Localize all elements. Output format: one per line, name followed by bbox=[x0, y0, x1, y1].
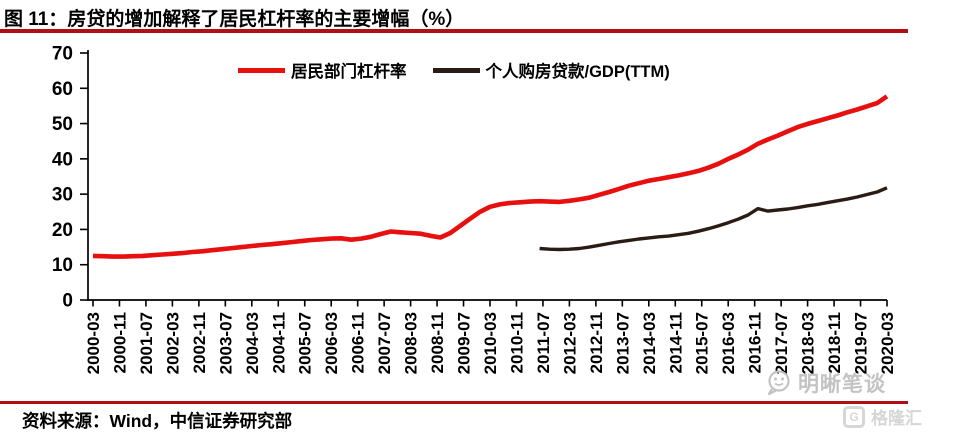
x-axis-label: 2014-11 bbox=[666, 312, 685, 373]
x-axis-label: 2020-03 bbox=[878, 312, 897, 374]
x-axis-label: 2016-11 bbox=[746, 312, 765, 373]
x-axis-label: 2009-07 bbox=[455, 312, 474, 374]
x-axis-label: 2018-11 bbox=[825, 312, 844, 373]
footer-rule bbox=[0, 401, 908, 404]
source-note: 资料来源：Wind，中信证券研究部 bbox=[22, 411, 293, 431]
x-axis-label: 2000-03 bbox=[84, 312, 103, 374]
y-axis-label: 60 bbox=[52, 79, 73, 100]
x-axis-label: 2007-07 bbox=[375, 312, 394, 374]
chart-legend: 居民部门杠杆率 个人购房贷款/GDP(TTM) bbox=[238, 58, 670, 82]
x-axis-label: 2011-07 bbox=[534, 312, 553, 373]
x-axis-label: 2017-07 bbox=[772, 312, 791, 374]
y-axis-label: 50 bbox=[52, 114, 73, 135]
x-axis-label: 2012-03 bbox=[560, 312, 579, 374]
brand-logo: G 格隆汇 bbox=[843, 404, 922, 429]
figure-title: 图 11：房贷的增加解释了居民杠杆率的主要增幅（%） bbox=[4, 9, 465, 30]
legend-swatch-red-line bbox=[238, 67, 285, 73]
y-axis-label: 30 bbox=[52, 185, 73, 206]
legend-item-household-leverage: 居民部门杠杆率 bbox=[238, 58, 407, 82]
y-axis-label: 0 bbox=[62, 291, 73, 312]
x-axis-label: 2002-03 bbox=[163, 312, 182, 374]
x-axis-label: 2006-11 bbox=[349, 312, 368, 373]
x-axis-label: 2016-03 bbox=[719, 312, 738, 374]
legend-label-mortgage-gdp: 个人购房贷款/GDP(TTM) bbox=[485, 63, 670, 81]
x-axis-label: 2019-07 bbox=[852, 312, 871, 374]
y-axis-label: 10 bbox=[52, 255, 73, 276]
x-axis-label: 2002-11 bbox=[190, 312, 209, 373]
legend-label-household-leverage: 居民部门杠杆率 bbox=[291, 63, 407, 81]
x-axis-label: 2008-03 bbox=[402, 312, 421, 374]
series-mortgage-gdp-line bbox=[539, 186, 888, 252]
watermark-text: 明晰笔谈 bbox=[798, 373, 886, 396]
x-axis-label: 2004-11 bbox=[269, 312, 288, 373]
legend-swatch-black-line bbox=[432, 67, 480, 73]
brand-logo-text: 格隆汇 bbox=[871, 409, 922, 428]
x-axis-label: 2004-03 bbox=[243, 312, 262, 374]
x-axis-ticks: 2000-03 2000-11 2001-07 2002-03 2002-11 2003-… bbox=[84, 300, 897, 374]
y-axis-label: 20 bbox=[52, 220, 73, 241]
x-axis-label: 2018-03 bbox=[799, 312, 818, 374]
x-axis-label: 2006-03 bbox=[322, 312, 341, 374]
watermark: 明晰笔谈 bbox=[765, 368, 886, 398]
legend-item-mortgage-gdp: 个人购房贷款/GDP(TTM) bbox=[432, 58, 670, 82]
y-axis-label: 70 bbox=[52, 44, 73, 65]
x-axis-label: 2005-07 bbox=[296, 312, 315, 374]
title-underline-rule bbox=[0, 29, 908, 33]
x-axis-label: 2015-07 bbox=[693, 312, 712, 374]
y-axis-ticks: 0 10 20 30 40 50 60 70 bbox=[52, 44, 88, 312]
x-axis-label: 2000-11 bbox=[110, 312, 129, 373]
x-axis-label: 2012-11 bbox=[587, 312, 606, 373]
x-axis-label: 2003-07 bbox=[216, 312, 235, 374]
x-axis-label: 2013-07 bbox=[613, 312, 632, 374]
chat-bubble-smiley-icon bbox=[767, 370, 790, 396]
y-axis-label: 40 bbox=[52, 149, 73, 170]
series-household-leverage-line bbox=[92, 94, 889, 259]
x-axis-label: 2010-11 bbox=[507, 312, 526, 373]
x-axis-label: 2010-03 bbox=[481, 312, 500, 374]
g-logo-icon: G bbox=[843, 405, 865, 428]
x-axis-label: 2014-03 bbox=[640, 312, 659, 374]
axes bbox=[87, 50, 887, 301]
x-axis-label: 2001-07 bbox=[137, 312, 156, 374]
x-axis-label: 2008-11 bbox=[428, 312, 447, 373]
